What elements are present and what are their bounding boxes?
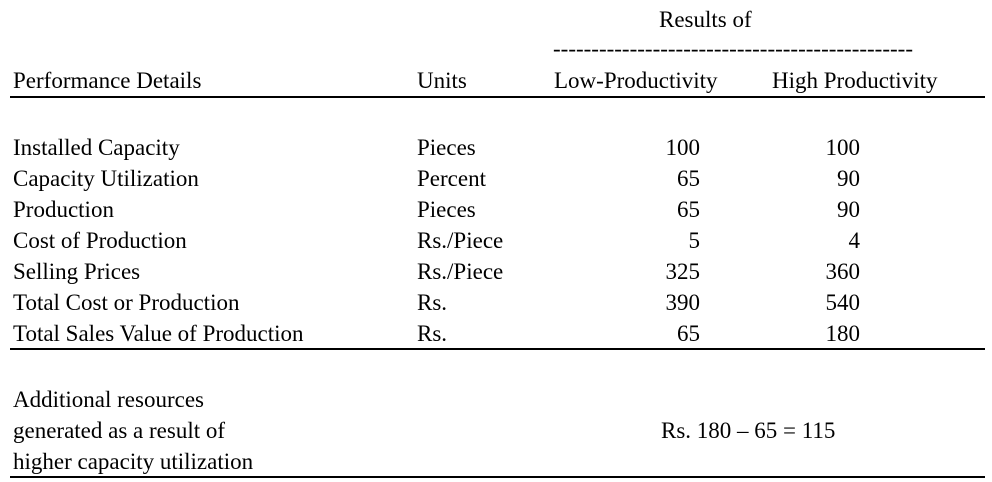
results-of-header: Results of	[659, 7, 752, 32]
table-row: Cost of Production Rs./Piece 5 4	[0, 229, 992, 260]
row-low-value: 5	[688, 228, 701, 253]
row-label: Production	[13, 197, 114, 222]
body-rule	[10, 348, 985, 350]
row-high-value: 4	[848, 228, 861, 253]
header-rule	[10, 96, 985, 98]
row-low-value: 390	[665, 290, 701, 315]
row-high-value: 180	[825, 321, 861, 346]
table-row: Total Cost or Production Rs. 390 540	[0, 291, 992, 322]
row-unit: Rs./Piece	[417, 259, 504, 284]
summary-label-line-2: generated as a result of	[13, 418, 226, 443]
table-row: Total Sales Value of Production Rs. 65 180	[0, 322, 992, 353]
row-low-value: 65	[677, 197, 700, 222]
row-unit: Pieces	[417, 197, 476, 222]
row-high-value: 540	[825, 290, 861, 315]
table-row: Capacity Utilization Percent 65 90	[0, 167, 992, 198]
row-label: Total Cost or Production	[13, 290, 240, 315]
table-row: Selling Prices Rs./Piece 325 360	[0, 260, 992, 291]
row-low-value: 100	[665, 135, 701, 160]
table-row: Installed Capacity Pieces 100 100	[0, 136, 992, 167]
results-divider: ----------------------------------------…	[553, 43, 980, 55]
bottom-rule	[10, 476, 985, 478]
row-unit: Pieces	[417, 135, 476, 160]
row-unit: Rs./Piece	[417, 228, 504, 253]
row-low-value: 325	[665, 259, 701, 284]
row-unit: Rs.	[417, 321, 448, 346]
row-high-value: 90	[837, 166, 860, 191]
summary-value: Rs. 180 – 65 = 115	[661, 418, 836, 443]
row-label: Selling Prices	[13, 259, 141, 284]
row-high-value: 100	[825, 135, 861, 160]
row-low-value: 65	[677, 321, 700, 346]
units-header: Units	[417, 68, 467, 93]
row-label: Installed Capacity	[13, 135, 180, 160]
row-label: Total Sales Value of Production	[13, 321, 304, 346]
row-unit: Percent	[417, 166, 486, 191]
row-low-value: 65	[677, 166, 700, 191]
performance-details-header: Performance Details	[13, 68, 202, 93]
row-high-value: 90	[837, 197, 860, 222]
table-row: Production Pieces 65 90	[0, 198, 992, 229]
low-productivity-header: Low-Productivity	[554, 68, 718, 93]
summary-label-line-1: Additional resources	[13, 387, 204, 412]
row-unit: Rs.	[417, 290, 448, 315]
summary-label-line-3: higher capacity utilization	[13, 449, 254, 474]
row-label: Capacity Utilization	[13, 166, 199, 191]
row-high-value: 360	[825, 259, 861, 284]
high-productivity-header: High Productivity	[772, 68, 938, 93]
row-label: Cost of Production	[13, 228, 187, 253]
